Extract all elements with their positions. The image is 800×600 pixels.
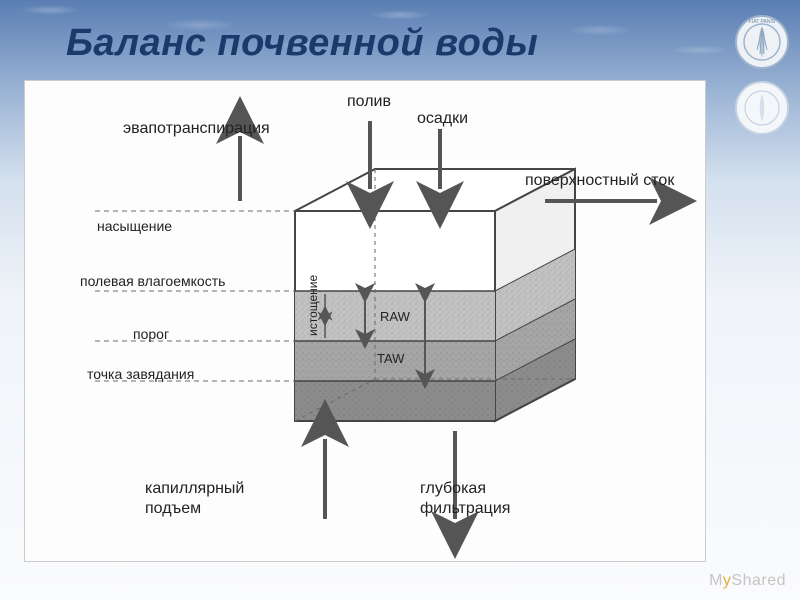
raw-label: RAW — [380, 309, 411, 324]
percolation-label-2: фильтрация — [420, 500, 510, 517]
saturation-label: насыщение — [97, 218, 172, 234]
fao-logo-bottom — [734, 80, 790, 136]
wilting-point-label: точка завядания — [87, 366, 194, 382]
taw-label: TAW — [377, 351, 405, 366]
capillary-label-2: подъем — [145, 500, 201, 517]
svg-text:FIAT PANIS: FIAT PANIS — [749, 19, 776, 25]
watermark: MyShared — [709, 572, 786, 590]
soil-water-diagram: RAW TAW истощение полив эвапотранспираци… — [25, 81, 705, 561]
percolation-label-1: глубокая — [420, 480, 486, 497]
precipitation-label: осадки — [417, 110, 468, 127]
depletion-label: истощение — [306, 275, 320, 336]
capillary-label-1: капиллярный — [145, 480, 244, 497]
diagram-container: RAW TAW истощение полив эвапотранспираци… — [24, 80, 706, 562]
soil-cube — [95, 169, 575, 421]
irrigation-label: полив — [347, 93, 391, 110]
evapotranspiration-label: эвапотранспирация — [123, 120, 270, 137]
threshold-label: порог — [133, 326, 169, 342]
slide-root: Баланс почвенной воды FIAT PANIS — [0, 0, 800, 600]
slide-title: Баланс почвенной воды — [66, 22, 538, 65]
field-capacity-label: полевая влагоемкость — [80, 273, 225, 289]
fao-logo-top: FIAT PANIS — [734, 14, 790, 70]
runoff-label: поверхностный сток — [525, 172, 675, 189]
